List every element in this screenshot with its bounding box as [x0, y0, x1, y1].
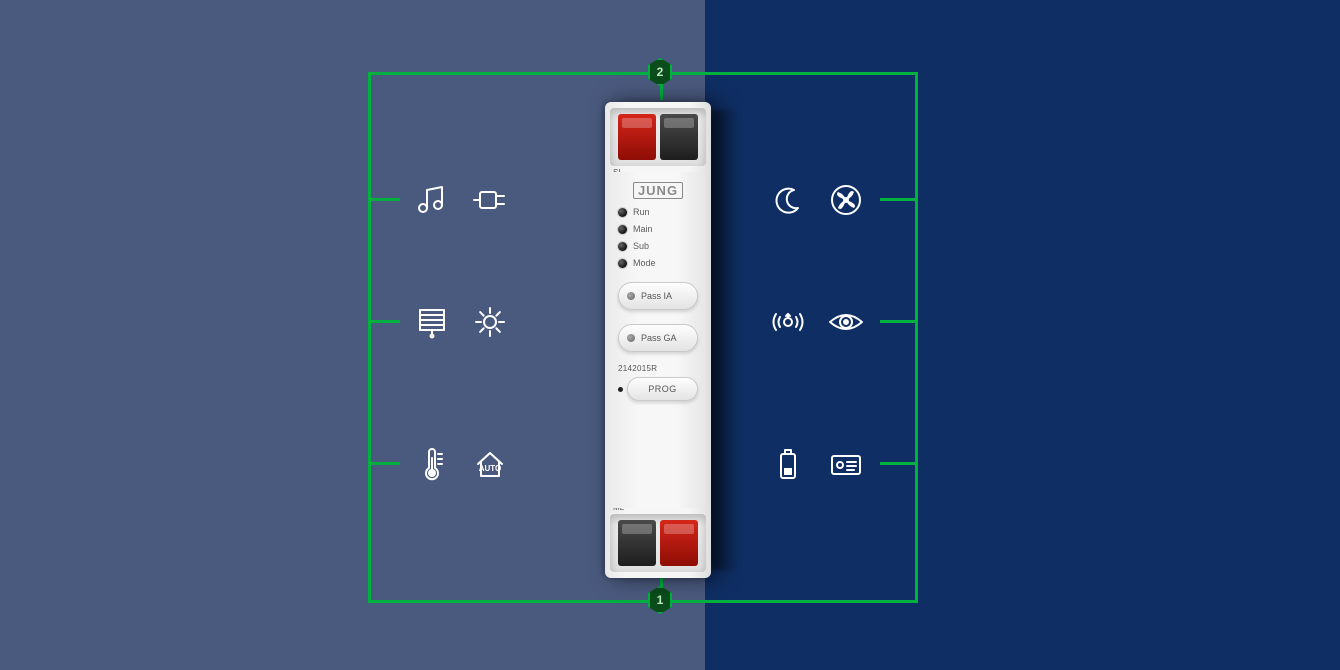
wire-right-stub-1: [880, 320, 918, 323]
blinds-icon: [412, 302, 452, 342]
moon-icon: [768, 180, 808, 220]
clamp-red-top: [618, 114, 656, 160]
wire-left-stub-2: [368, 462, 400, 465]
left-icons-row-2: AUTO: [412, 444, 510, 484]
button-pass-ga[interactable]: Pass GA: [618, 324, 698, 352]
svg-text:AUTO: AUTO: [479, 464, 502, 473]
plug-icon: [470, 180, 510, 220]
led-label-2: Sub: [633, 241, 649, 251]
wire-top-bus: [368, 72, 918, 75]
wire-right-stub-0: [880, 198, 918, 201]
led-main: [618, 225, 627, 234]
right-icons-row-0: [768, 180, 866, 220]
terminal-bottom: [610, 514, 706, 572]
wire-right-bus: [915, 72, 918, 603]
prog-row: PROG: [618, 377, 698, 401]
clamp-red-bottom: [660, 520, 698, 566]
auto-home-icon: AUTO: [470, 444, 510, 484]
led-row-1: Main: [618, 224, 698, 234]
node-bottom: 1: [648, 586, 672, 614]
sun-icon: [470, 302, 510, 342]
alarm-icon: [768, 302, 808, 342]
node-top: 2: [648, 58, 672, 86]
button-pass-ia[interactable]: Pass IA: [618, 282, 698, 310]
device-model: 2142015R: [618, 364, 698, 373]
led-mode: [618, 259, 627, 268]
button-label-0: Pass IA: [641, 291, 672, 301]
led-label-3: Mode: [633, 258, 656, 268]
eye-icon: [826, 302, 866, 342]
led-run: [618, 208, 627, 217]
clamp-dark-bottom: [618, 520, 656, 566]
diagram-canvas: 21AUTOSLMLJUNGRunMainSubModePass IAPass …: [0, 0, 1340, 670]
terminal-top: [610, 108, 706, 166]
led-label-0: Run: [633, 207, 650, 217]
music-icon: [412, 180, 452, 220]
fan-icon: [826, 180, 866, 220]
wire-right-stub-2: [880, 462, 918, 465]
device-brand: JUNG: [616, 182, 700, 199]
wire-left-stub-0: [368, 198, 400, 201]
led-row-0: Run: [618, 207, 698, 217]
wire-bottom-bus: [368, 600, 918, 603]
prog-button[interactable]: PROG: [627, 377, 698, 401]
prog-led: [618, 387, 623, 392]
led-label-1: Main: [633, 224, 653, 234]
thermometer-icon: [412, 444, 452, 484]
din-rail-device: SLMLJUNGRunMainSubModePass IAPass GA2142…: [605, 102, 711, 578]
device-face: JUNG Run Main Sub Mode Pass IA Pass GA 2142015R…: [610, 172, 706, 508]
led-row-2: Sub: [618, 241, 698, 251]
right-icons-row-1: [768, 302, 866, 342]
battery-icon: [768, 444, 808, 484]
right-icons-row-2: [768, 444, 866, 484]
clamp-dark-top: [660, 114, 698, 160]
button-label-1: Pass GA: [641, 333, 677, 343]
left-icons-row-0: [412, 180, 510, 220]
led-row-3: Mode: [618, 258, 698, 268]
wire-left-bus: [368, 72, 371, 603]
wire-left-stub-1: [368, 320, 400, 323]
id-card-icon: [826, 444, 866, 484]
led-sub: [618, 242, 627, 251]
left-icons-row-1: [412, 302, 510, 342]
